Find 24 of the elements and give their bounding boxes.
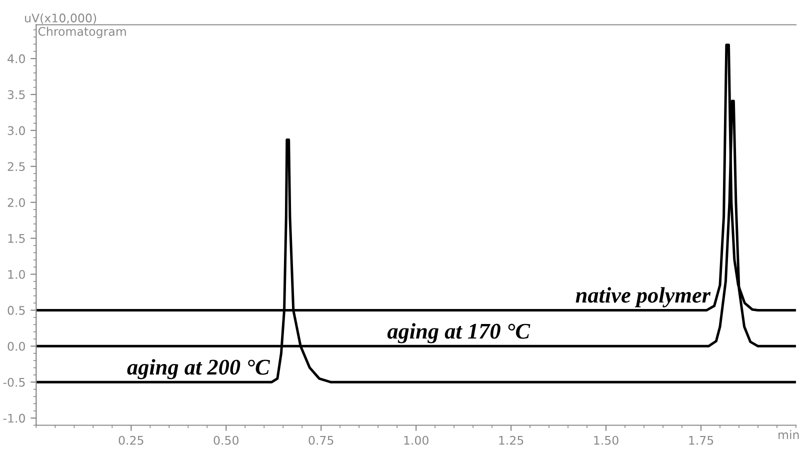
x-tick-label: 0.50: [214, 436, 238, 445]
series-label: aging at 200 °C: [127, 359, 270, 380]
y-tick-label: 1.5: [8, 234, 25, 243]
y-tick-label: 0.0: [8, 342, 25, 351]
y-tick-label: 3.0: [8, 126, 25, 136]
x-tick-label: 1.00: [404, 436, 428, 445]
y-tick-label: -0.5: [3, 378, 25, 387]
x-tick-label: 1.50: [594, 436, 618, 445]
x-tick-label: 1.25: [499, 436, 524, 445]
y-tick-label: 3.5: [8, 90, 25, 100]
y-tick-label: 4.0: [8, 54, 25, 64]
series-label: aging at 170 °C: [387, 323, 530, 344]
y-tick-label: 1.0: [8, 270, 25, 279]
x-tick-label: 0.25: [118, 436, 144, 445]
y-tick-label: 0.5: [8, 306, 25, 315]
y-tick-label: 2.0: [8, 198, 25, 208]
series-label: native polymer: [576, 287, 711, 308]
x-axis-title: min: [778, 430, 799, 440]
y-tick-label: 2.5: [8, 162, 25, 172]
chart-subtitle: Chromatogram: [38, 26, 126, 38]
x-tick-label: 1.75: [689, 436, 714, 445]
x-tick-label: 0.75: [308, 436, 334, 445]
y-tick-label: -1.0: [3, 414, 25, 423]
y-axis-title: uV(x10,000): [25, 13, 96, 24]
